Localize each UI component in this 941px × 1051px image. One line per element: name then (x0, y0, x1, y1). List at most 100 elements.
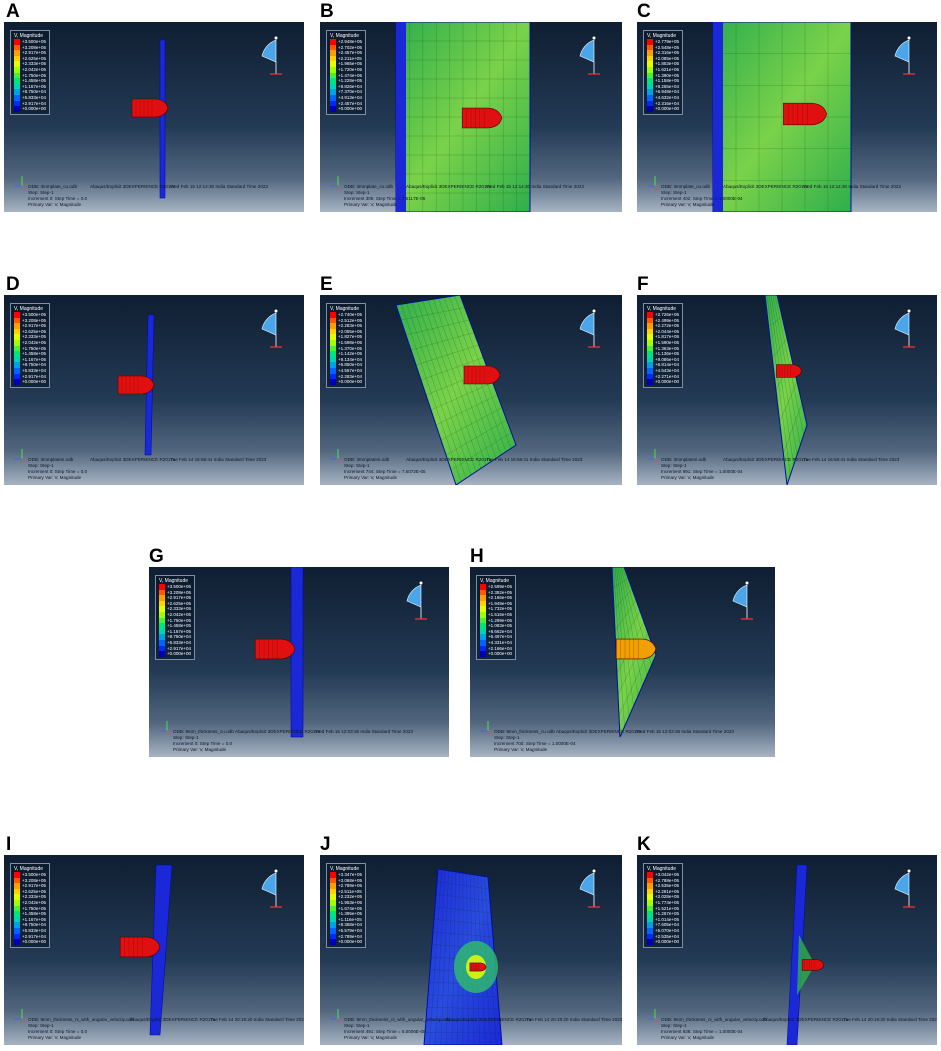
plate-surface (764, 295, 808, 485)
legend-row: +1.116e+05 (330, 916, 362, 923)
legend-value: +2.316e+05 (655, 50, 680, 56)
legend-value: +2.333e+05 (22, 334, 47, 340)
legend-swatch (480, 611, 486, 618)
legend-row: +1.720e+05 (330, 66, 362, 73)
legend-row: +1.267e+05 (647, 911, 679, 917)
legend-value: +0.000e+00 (22, 939, 47, 945)
status-footer: ODB: 3mmplate_cu.odb Abaqus/Explicit 3DEX… (28, 184, 300, 210)
legend-value: +4.567e+04 (338, 367, 363, 373)
legend-row: +1.750e+05 (159, 617, 191, 624)
increment-label: Increment 402: Step Time = 1.0000E-04 (661, 196, 743, 201)
x-axis-line (654, 1018, 659, 1023)
legend-row: +3.347e+05 (330, 872, 362, 878)
legend-value: +1.953e+05 (338, 899, 363, 905)
panel-letter: I (6, 834, 12, 855)
legend-value: +2.548e+05 (655, 44, 680, 50)
legend-swatch (330, 78, 336, 84)
legend-swatch (330, 916, 336, 923)
status-footer: ODB: 3mmplate_cu.odb Abaqus/Explicit 3DEX… (344, 184, 618, 210)
legend-row: +2.055e+05 (330, 328, 362, 335)
panel-letter: F (637, 274, 649, 295)
status-footer: ODB: 3mmplateni.odb Abaqus/Explicit 3DEXP… (661, 457, 933, 483)
legend-row: +1.390e+05 (647, 72, 679, 79)
view-triad-icon (894, 869, 915, 908)
legend-value: +2.779e+05 (655, 39, 680, 44)
legend-value: +2.917e+05 (22, 323, 47, 329)
legend-row: +2.333e+05 (14, 894, 46, 900)
legend-swatch (480, 634, 486, 640)
legend-swatch (480, 628, 486, 635)
projectile-body (463, 365, 501, 385)
step-label: Step: Step-1 (28, 190, 54, 195)
increment-label: Increment 491: Step Time = 5.0006E-05 (344, 1029, 426, 1034)
projectile-body (776, 364, 802, 378)
mesh-line (426, 1007, 500, 1010)
primary-var-label: Primary Var: V, Magnitude (28, 1035, 82, 1040)
legend-value: +1.167e+05 (22, 916, 47, 922)
legend-value: +2.625e+05 (22, 888, 47, 894)
plate-surface (395, 295, 517, 485)
legend-row: +4.632e+04 (647, 94, 679, 101)
legend-title: V, Magnitude (330, 866, 360, 872)
legend-row: +3.068e+05 (330, 877, 362, 884)
simulation-viewport: V, Magnitude +2.740e+05 +2.512e+05 +2.283e+… (320, 295, 622, 485)
x-axis-line (487, 730, 492, 735)
legend-value: +2.917e+04 (22, 933, 47, 939)
legend-value: +1.014e+05 (655, 916, 680, 922)
legend-swatch (14, 367, 20, 374)
contour-legend: V, Magnitude +3.347e+05 +3.068e+05 +2.789e+… (326, 863, 367, 948)
mesh-line (435, 893, 491, 902)
legend-value: +1.370e+05 (338, 345, 363, 351)
legend-swatch (159, 595, 165, 601)
target-plate (159, 39, 166, 199)
legend-row: +9.265e+04 (647, 83, 679, 90)
legend-row: +0.000e+00 (647, 939, 679, 945)
legend-row: +0.000e+00 (14, 939, 46, 945)
legend-swatch (14, 922, 20, 928)
date-label: Tue Feb 14 16:58:41 India Standard Time … (170, 457, 267, 462)
legend-value: +8.750e+04 (22, 922, 47, 928)
legend-value: +3.208e+05 (22, 44, 47, 50)
abaqus-label: Abaqus/Explicit 3DEXPERIENCE R2017x (446, 1017, 532, 1022)
date-label: Tue Feb 14 20:19:20 India Standard Time … (843, 1017, 937, 1022)
legend-row: +0.000e+00 (330, 106, 362, 112)
legend-swatch (159, 589, 165, 596)
legend-swatch (480, 600, 486, 607)
legend-value: +6.497e+04 (488, 634, 513, 640)
odb-label: ODB: 9mm_thickness_ni_with_angular_veloc… (28, 1017, 134, 1022)
status-footer: ODB: 3mmplateni.odb Abaqus/Explicit 3DEXP… (28, 457, 300, 483)
legend-value: +2.271e+04 (655, 373, 680, 379)
primary-var-label: Primary Var: V, Magnitude (661, 1035, 715, 1040)
legend-row: +5.833e+04 (14, 927, 46, 934)
increment-label: Increment 0: Step Time = 0.0 (28, 469, 88, 474)
legend-swatch (14, 106, 20, 112)
mesh-line (430, 382, 493, 411)
legend-row: +1.817e+05 (647, 334, 679, 340)
legend-swatch (647, 72, 653, 79)
projectile-body (131, 98, 169, 118)
legend-row: +1.458e+05 (159, 623, 191, 629)
mesh-line (768, 295, 794, 466)
legend-row: +5.833e+04 (159, 639, 191, 646)
legend-swatch (647, 373, 653, 380)
legend-value: +2.917e+04 (22, 373, 47, 379)
legend-value: +2.333e+05 (22, 894, 47, 900)
legend-row: +1.167e+05 (14, 83, 46, 90)
odb-label: ODB: 3mmplateni.odb (28, 457, 74, 462)
step-label: Step: Step-1 (661, 190, 687, 195)
triad-dot (907, 309, 911, 313)
mesh-line (440, 870, 449, 1045)
legend-value: +2.457e+05 (338, 50, 363, 56)
status-footer: ODB: 9mm_thickness_cu.odb Abaqus/Explicit… (173, 729, 445, 755)
view-cube-icon (406, 584, 422, 608)
legend-value: +1.158e+05 (655, 78, 680, 84)
legend-swatch (330, 89, 336, 95)
mesh-line (768, 316, 783, 327)
legend-value: +1.167e+05 (22, 356, 47, 362)
legend-value: +0.000e+00 (22, 106, 47, 112)
legend-row: +6.850e+04 (330, 362, 362, 368)
simulation-viewport: V, Magnitude +2.726e+05 +2.499e+05 +2.272e+… (637, 295, 937, 485)
legend-swatch (647, 894, 653, 900)
legend-swatch (330, 939, 336, 945)
legend-row: +2.917e+05 (14, 883, 46, 889)
